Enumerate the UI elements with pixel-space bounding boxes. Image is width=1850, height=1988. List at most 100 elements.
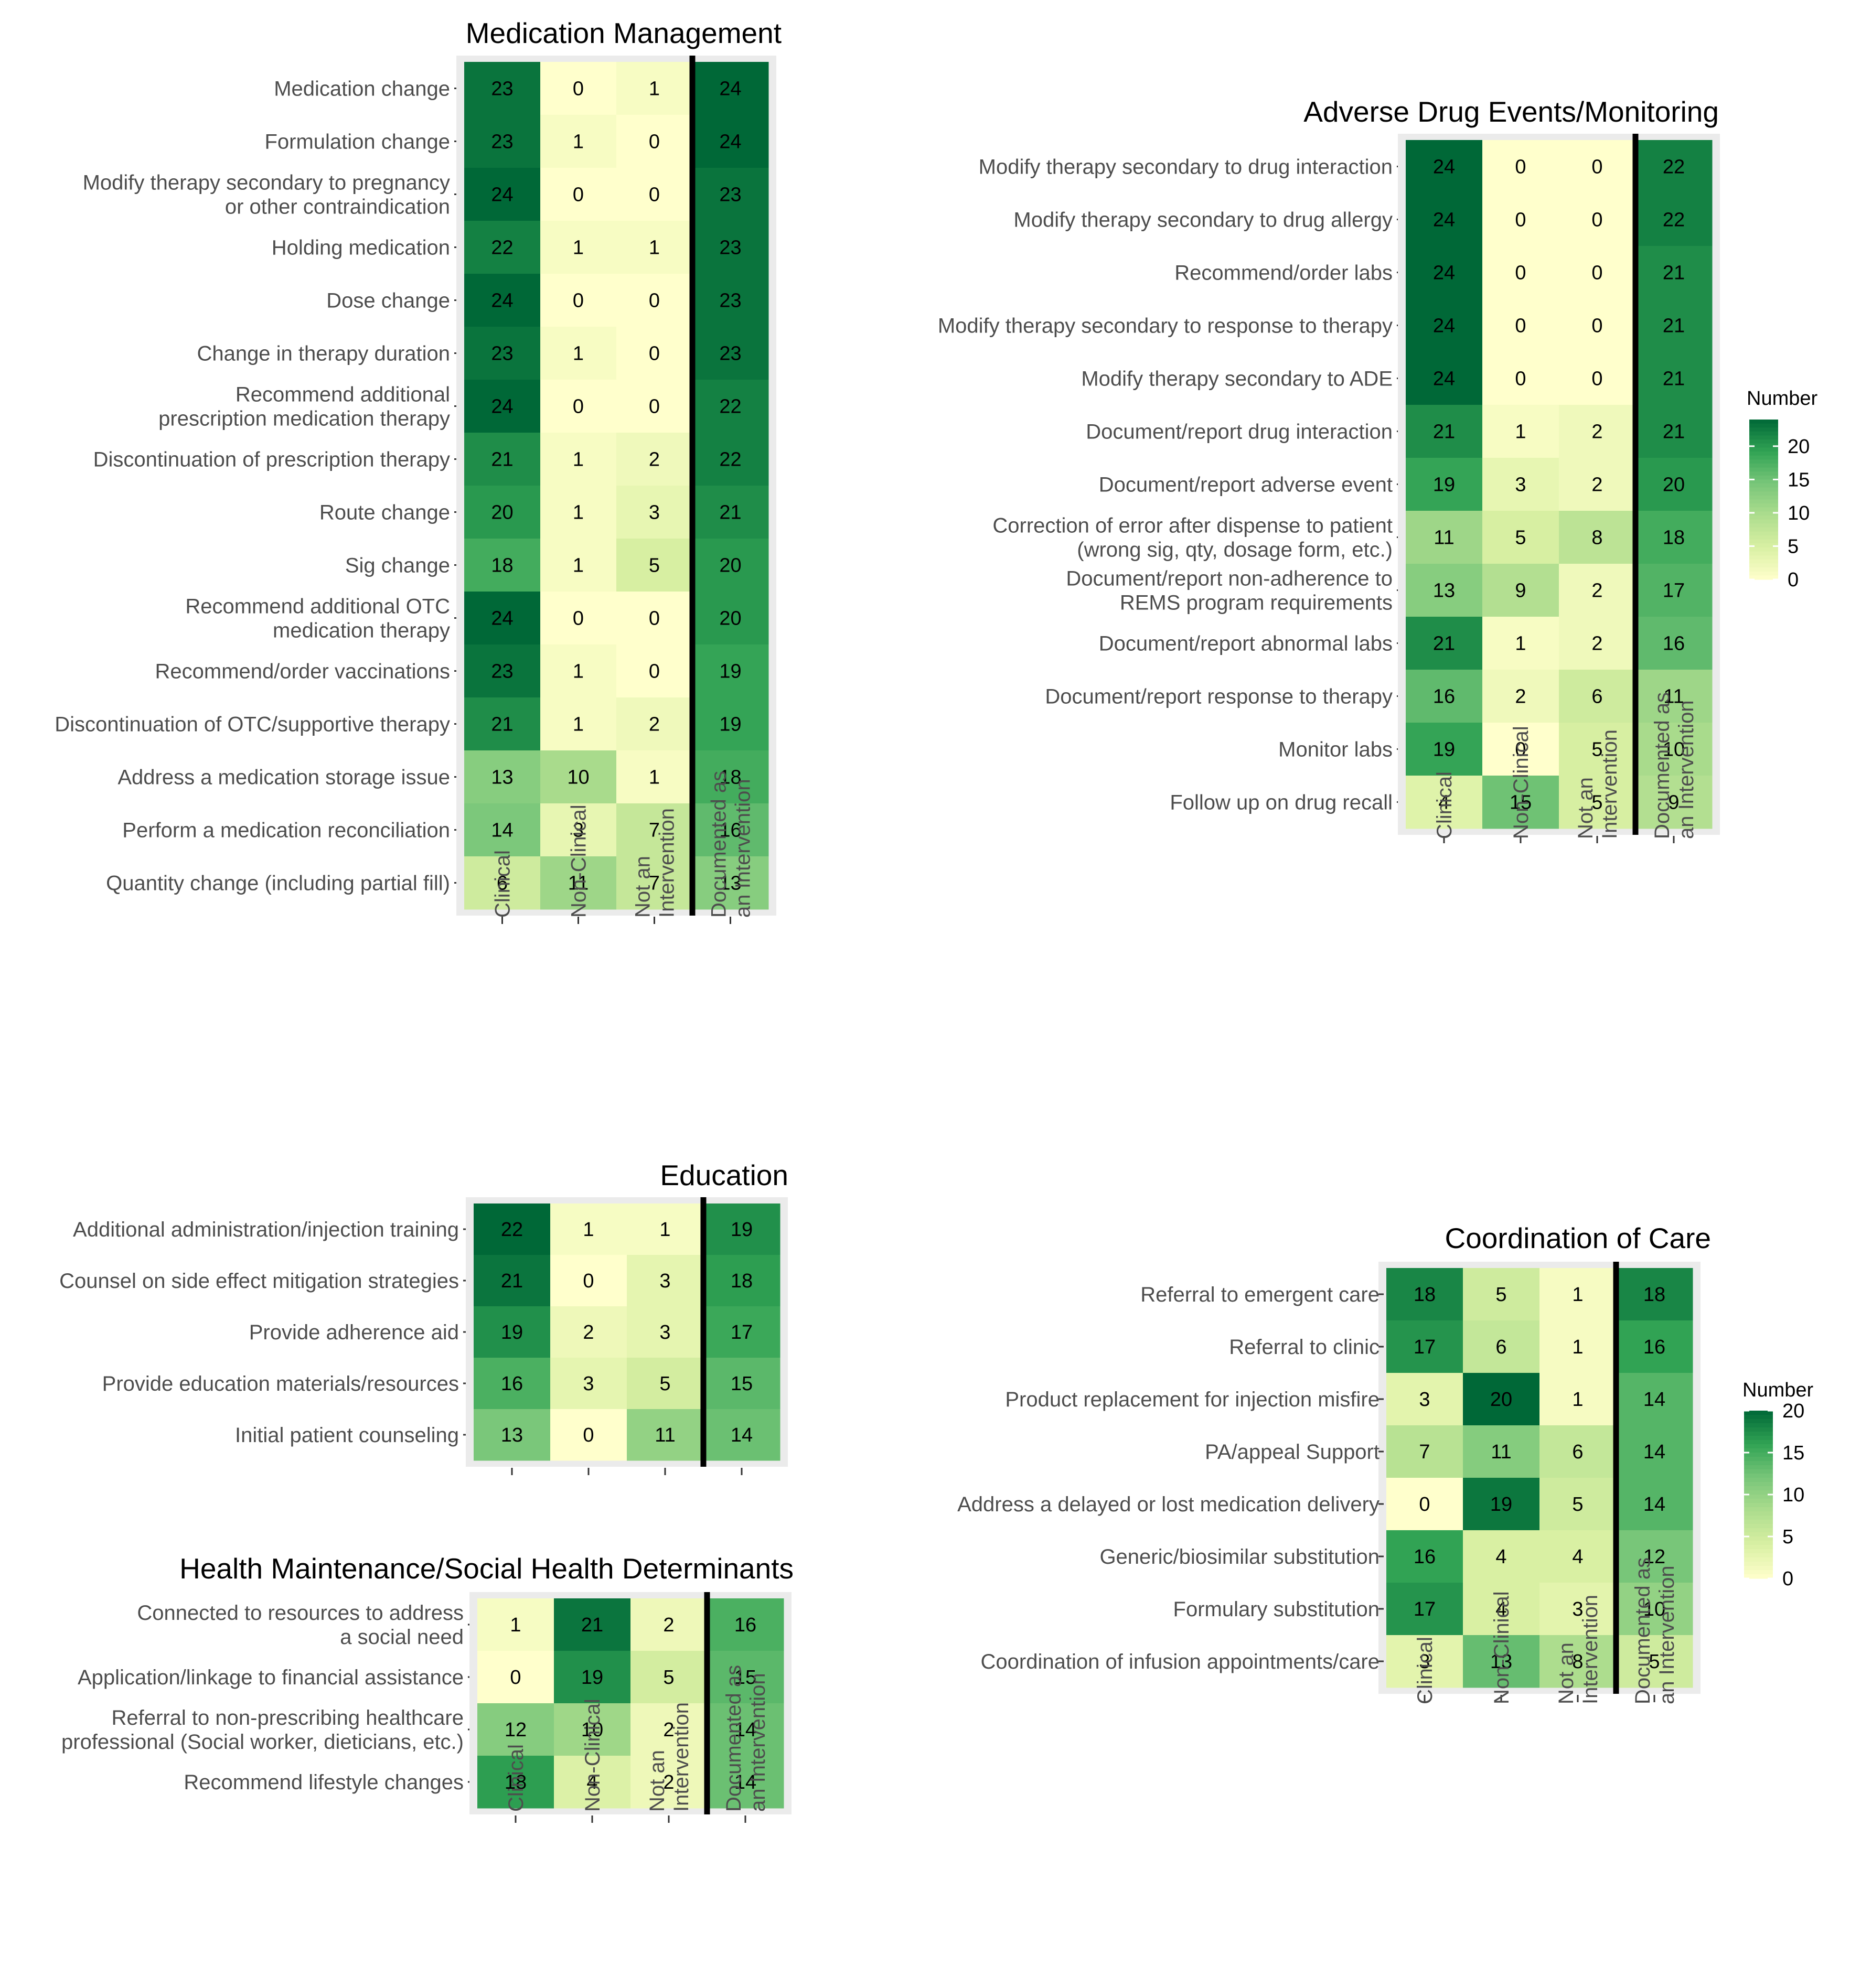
heat-cell	[554, 1598, 631, 1651]
heat-cell	[464, 856, 541, 910]
chart-title: Education	[660, 1159, 788, 1191]
cell-value: 19	[719, 714, 741, 736]
cell-value: 0	[1591, 156, 1602, 178]
row-label: Modify therapy secondary to drug allergy	[1013, 209, 1393, 232]
heat-cell	[1463, 1530, 1540, 1583]
heat-cell	[1463, 1268, 1540, 1321]
heat-cell	[474, 1255, 551, 1307]
heat-cell	[1406, 723, 1483, 776]
heat-cell	[1386, 1425, 1463, 1478]
heatmap-panel: Education Additional administration/injec…	[59, 1159, 788, 1475]
cell-value: 22	[491, 237, 513, 259]
heat-cell	[1539, 1373, 1617, 1426]
heat-cell	[616, 486, 693, 539]
cell-value: 21	[1433, 421, 1455, 443]
cell-value: 22	[719, 449, 741, 471]
legend-gradient-step	[1744, 1482, 1773, 1487]
heat-cell	[1559, 352, 1636, 405]
heat-cell	[1482, 670, 1559, 723]
cell-value: 13	[1433, 580, 1455, 602]
column-label: Documented asan Intervention	[708, 771, 755, 918]
heat-cell	[692, 327, 769, 380]
cell-value: 19	[1490, 1493, 1512, 1516]
cell-value: 24	[719, 131, 741, 153]
heat-cell	[692, 856, 769, 910]
column-label: Not anIntervention	[646, 1702, 693, 1812]
cell-value: 5	[1495, 1284, 1506, 1306]
legend-gradient-step	[1749, 571, 1778, 576]
heat-cell	[1482, 617, 1559, 670]
cell-value: 22	[1663, 209, 1685, 231]
legend-gradient-step	[1749, 527, 1778, 532]
cell-value: 6	[1572, 1441, 1583, 1463]
legend-gradient-step	[1744, 1516, 1773, 1520]
cell-value: 2	[1591, 474, 1602, 496]
heat-cell	[1386, 1320, 1463, 1373]
column-label: Documented asan Intervention	[1631, 1557, 1678, 1704]
cell-value: 0	[649, 343, 660, 365]
legend-gradient-step	[1749, 487, 1778, 492]
legend-gradient-step	[1749, 543, 1778, 548]
heat-cell	[707, 1651, 784, 1704]
cell-value: 4	[1438, 792, 1449, 814]
legend-gradient-step	[1744, 1545, 1773, 1550]
heat-cell	[1482, 776, 1559, 829]
legend-gradient-step	[1744, 1570, 1773, 1575]
cell-value: 6	[497, 873, 508, 895]
row-label: Modify therapy secondary to ADE	[1081, 368, 1393, 391]
row-label: Document/report adverse event	[1099, 474, 1393, 497]
heat-cell	[1635, 617, 1713, 670]
heat-cell	[630, 1598, 708, 1651]
legend-gradient-step	[1749, 491, 1778, 496]
cell-value: 24	[491, 608, 513, 630]
heat-cell	[630, 1756, 708, 1809]
cell-value: 18	[505, 1771, 527, 1793]
cell-value: 21	[1663, 315, 1685, 337]
chart-title: Adverse Drug Events/Monitoring	[1303, 95, 1719, 128]
cell-value: 0	[1515, 156, 1526, 178]
heat-cell	[627, 1409, 704, 1461]
cell-value: 0	[1591, 262, 1602, 284]
cell-value: 21	[1433, 633, 1455, 655]
row-label: Formulary substitution	[1173, 1598, 1380, 1621]
legend-gradient-step	[1749, 427, 1778, 432]
heat-cell	[703, 1255, 780, 1307]
legend-gradient-step	[1749, 535, 1778, 540]
cell-value: 9	[1668, 792, 1679, 814]
heat-cell	[1635, 776, 1713, 829]
heat-cell	[1406, 405, 1483, 458]
legend-tick-label: 5	[1788, 535, 1799, 557]
row-label: Recommend lifestyle changes	[184, 1771, 464, 1794]
legend-gradient-step	[1744, 1427, 1773, 1432]
heat-cell	[1539, 1478, 1617, 1531]
cell-value: 21	[1663, 421, 1685, 443]
cell-value: 0	[1591, 209, 1602, 231]
heat-cell	[477, 1703, 554, 1756]
cell-value: 19	[731, 1219, 753, 1241]
column-label: Non-Clinical	[1490, 1591, 1513, 1704]
column-label: Documented asan Intervention	[722, 1665, 769, 1812]
cell-value: 19	[581, 1667, 603, 1689]
cell-value: 11	[1434, 527, 1454, 549]
cell-value: 23	[719, 290, 741, 312]
cell-value: 15	[731, 1373, 753, 1395]
cell-value: 10	[1663, 739, 1685, 761]
heat-cell	[707, 1756, 784, 1809]
heat-cell	[616, 433, 693, 486]
legend-gradient-step	[1749, 507, 1778, 512]
cell-value: 14	[734, 1719, 756, 1741]
heat-cell	[464, 697, 541, 751]
heat-cell	[540, 380, 617, 433]
row-label: Document/report drug interaction	[1086, 421, 1393, 444]
legend-gradient-step	[1744, 1436, 1773, 1441]
chart-title: Coordination of Care	[1445, 1222, 1711, 1254]
heat-cell	[464, 168, 541, 221]
row-label: Address a medication storage issue	[117, 766, 450, 789]
cell-value: 0	[649, 396, 660, 418]
cell-value: 24	[1433, 262, 1455, 284]
legend-gradient-step	[1744, 1453, 1773, 1457]
cell-value: 24	[719, 78, 741, 100]
cell-value: 2	[649, 449, 660, 471]
legend-tick-label: 20	[1788, 436, 1810, 458]
cell-value: 0	[583, 1270, 594, 1292]
